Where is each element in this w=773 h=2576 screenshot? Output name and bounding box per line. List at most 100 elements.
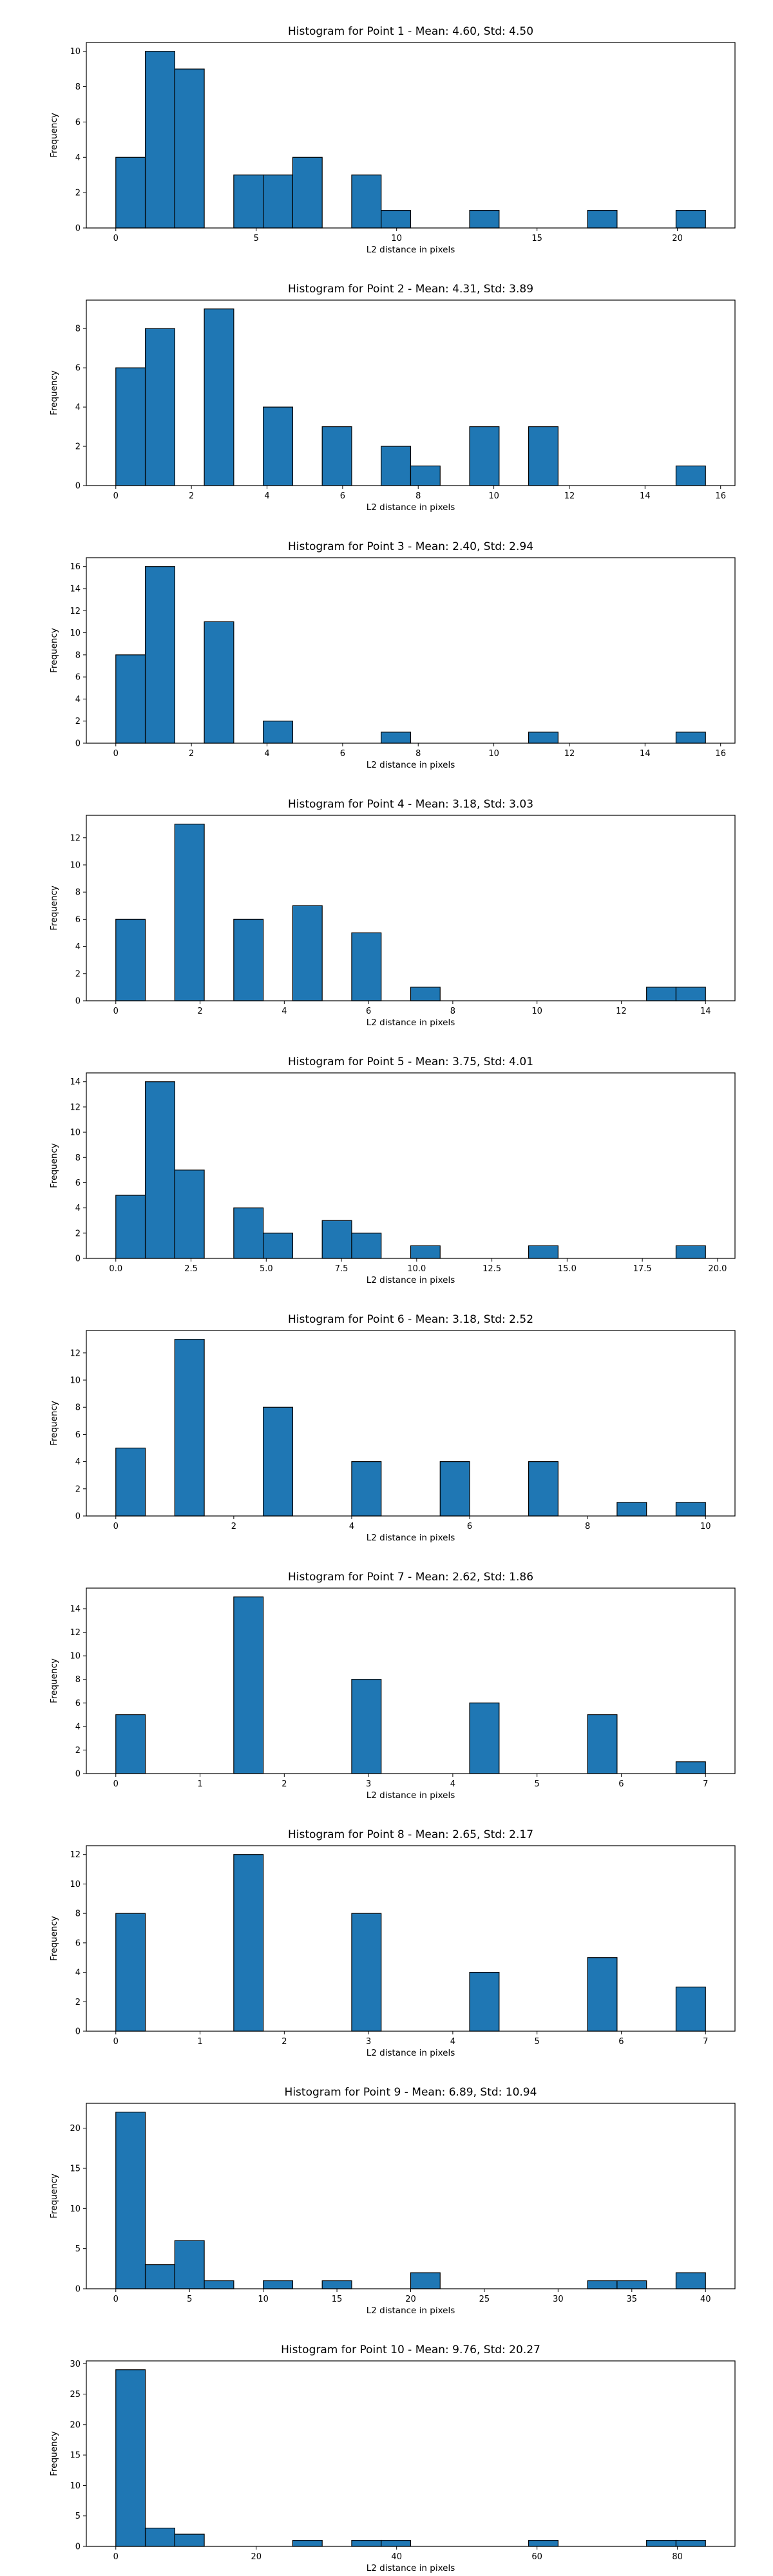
y-tick-label: 8 [75,650,81,660]
x-tick-label: 8 [415,491,421,501]
x-tick-label: 10 [258,2295,269,2304]
x-axis-label: L2 distance in pixels [367,760,455,770]
x-tick-label: 6 [366,1007,371,1016]
histogram-bar [321,1220,352,1259]
y-tick-label: 4 [75,1722,81,1732]
x-axis-label: L2 distance in pixels [367,2563,455,2573]
histogram-bar [351,2539,382,2547]
x-tick-label: 10 [531,1007,542,1016]
x-tick-label: 0 [113,749,119,759]
y-tick-label: 4 [75,1968,81,1978]
y-tick-label: 2 [75,1229,81,1238]
x-tick-label: 0 [113,2295,119,2304]
y-tick-label: 12 [70,1628,81,1638]
x-tick-label: 2 [231,1522,236,1531]
histogram-bar [351,175,382,229]
x-tick-label: 20.0 [708,1264,727,1274]
x-tick-label: 20 [672,234,683,243]
histogram-bar [115,367,146,486]
y-tick-label: 10 [70,1652,81,1662]
histogram-bar [381,446,412,486]
histogram-bar [174,2533,205,2547]
chart-title: Histogram for Point 6 - Mean: 3.18, Std:… [288,1313,533,1326]
y-tick-label: 10 [70,1128,81,1138]
histogram-bar [204,2280,234,2289]
histogram-bar [263,1233,294,1259]
x-tick-label: 7 [703,2037,708,2047]
y-tick-label: 10 [70,2204,81,2214]
x-tick-label: 10.0 [407,1264,426,1274]
x-tick-label: 8 [415,749,421,759]
y-tick-label: 0 [75,482,81,491]
x-tick-label: 6 [618,1779,624,1789]
y-tick-label: 8 [75,82,81,92]
y-tick-label: 8 [75,888,81,898]
x-tick-label: 6 [340,749,345,759]
y-tick-label: 10 [70,629,81,638]
histogram-bar [263,406,294,486]
x-axis-label: L2 distance in pixels [367,2306,455,2316]
histogram-bar [233,1208,264,1259]
x-tick-label: 2 [189,491,194,501]
x-tick-label: 17.5 [633,1264,652,1274]
y-tick-label: 0 [75,2543,81,2552]
histogram-bar [469,209,500,229]
x-tick-label: 12.5 [482,1264,501,1274]
histogram-bar [675,465,706,486]
y-tick-label: 4 [75,403,81,413]
histogram-bar [233,175,264,229]
y-tick-label: 0 [75,739,81,749]
histogram-bar [675,1245,706,1259]
x-axis-label: L2 distance in pixels [367,2048,455,2058]
y-tick-label: 10 [70,861,81,871]
chart-title: Histogram for Point 8 - Mean: 2.65, Std:… [288,1828,533,1841]
histogram-bar [292,905,323,1001]
histogram-bar [675,1761,706,1774]
histogram-bar [115,1447,146,1517]
histogram-bar [528,426,558,486]
x-tick-label: 16 [715,749,726,759]
x-axis-label: L2 distance in pixels [367,245,455,255]
y-tick-label: 0 [75,1770,81,1779]
y-axis-label: Frequency [49,2174,59,2219]
histogram-bar [351,932,382,1001]
histogram-bar [587,2280,618,2289]
histogram-chart: Histogram for Point 7 - Mean: 2.62, Std:… [49,1571,736,1801]
histogram-bar [174,824,205,1001]
histogram-bar [292,2539,323,2547]
histogram-bar [115,1195,146,1259]
histogram-bar [469,1971,500,2032]
y-tick-label: 6 [75,915,81,925]
histogram-bar [528,1245,558,1259]
y-tick-label: 8 [75,1675,81,1685]
x-tick-label: 15.0 [558,1264,577,1274]
x-tick-label: 6 [467,1522,472,1531]
y-tick-label: 15 [70,2164,81,2174]
histogram-bar [233,918,264,1001]
histogram-chart: Histogram for Point 2 - Mean: 4.31, Std:… [49,283,736,513]
x-tick-label: 10 [700,1522,711,1531]
histogram-bar [351,1461,382,1517]
y-axis-label: Frequency [49,1658,59,1703]
x-axis-label: L2 distance in pixels [367,1790,455,1801]
chart-title: Histogram for Point 4 - Mean: 3.18, Std:… [288,798,533,811]
histogram-bar [233,1596,264,1774]
x-tick-label: 16 [715,491,726,501]
histogram-bar [144,566,175,744]
y-tick-label: 0 [75,1512,81,1522]
axes-frame [86,815,736,1001]
x-tick-label: 10 [488,749,499,759]
histogram-bar [469,426,500,486]
y-tick-label: 0 [75,2027,81,2037]
histogram-bar [675,1502,706,1517]
histogram-bar [381,2539,412,2547]
y-tick-label: 6 [75,1430,81,1440]
x-tick-label: 60 [531,2552,542,2562]
x-axis-label: L2 distance in pixels [367,502,455,513]
histogram-bar [410,465,441,486]
histogram-bar [351,1679,382,1774]
x-tick-label: 35 [627,2295,638,2304]
x-tick-label: 0 [113,491,119,501]
histogram-bar [263,1406,294,1517]
y-tick-label: 10 [70,2481,81,2491]
